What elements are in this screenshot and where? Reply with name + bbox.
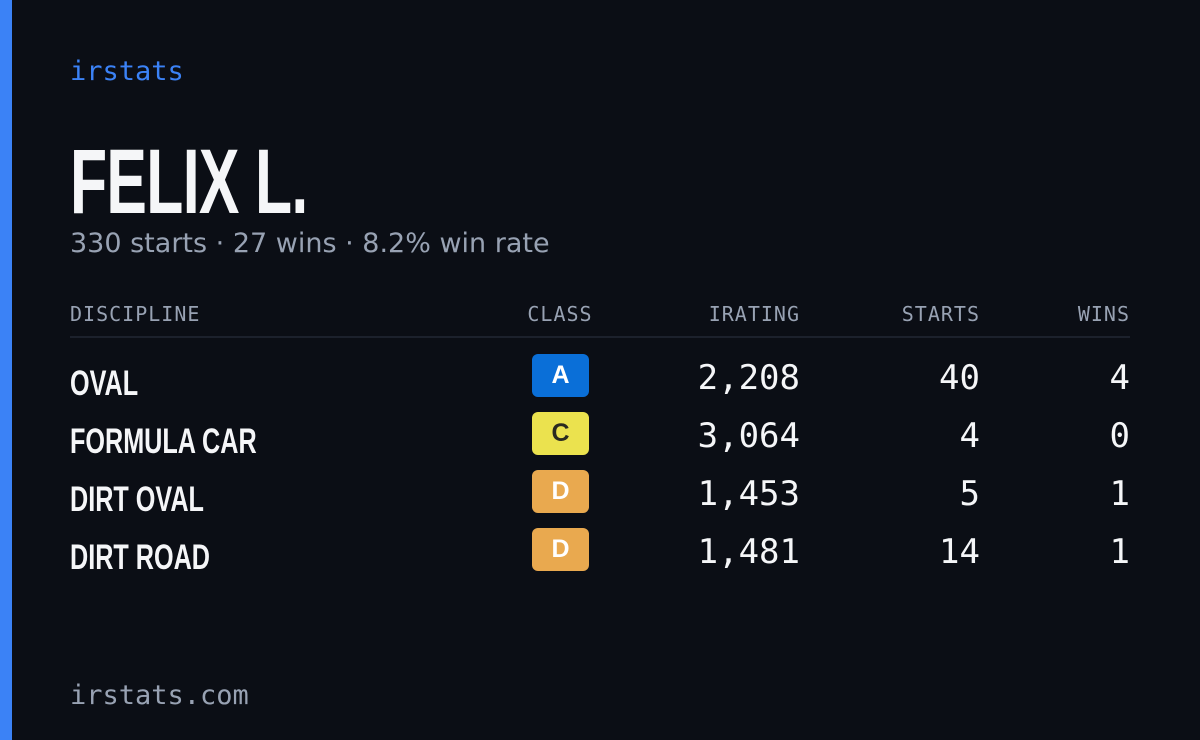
wins-value: 1 [1109,532,1130,572]
irating-value: 3,064 [697,416,800,456]
wins-value: 1 [1109,474,1130,514]
starts-value: 40 [939,358,980,398]
discipline: DIRT ROAD [70,538,210,577]
irating-value: 1,453 [697,474,800,514]
accent-stripe [0,0,12,740]
column-header: CLASS [527,302,593,326]
starts-value: 4 [959,416,980,456]
wins-value: 4 [1109,358,1130,398]
column-header: DISCIPLINE [70,302,201,326]
irating-value: 1,481 [697,532,800,572]
summary: 330 starts · 27 wins · 8.2% win rate [70,228,550,259]
column-header: STARTS [901,302,980,326]
starts-value: 14 [939,532,980,572]
discipline: DIRT OVAL [70,480,204,519]
footer-url: irstats.com [70,680,249,711]
class-badge: C [532,412,589,455]
starts-value: 5 [959,474,980,514]
class-badge: A [532,354,589,397]
column-header: IRATING [708,302,800,326]
class-badge: D [532,470,589,513]
class-badge: D [532,528,589,571]
brand: irstats [70,56,184,87]
column-header: WINS [1077,302,1130,326]
irating-value: 2,208 [697,358,800,398]
discipline: FORMULA CAR [70,422,257,461]
header-rule [70,336,1130,338]
driver-name: FELIX L. [70,131,308,233]
wins-value: 0 [1109,416,1130,456]
discipline: OVAL [70,364,139,403]
